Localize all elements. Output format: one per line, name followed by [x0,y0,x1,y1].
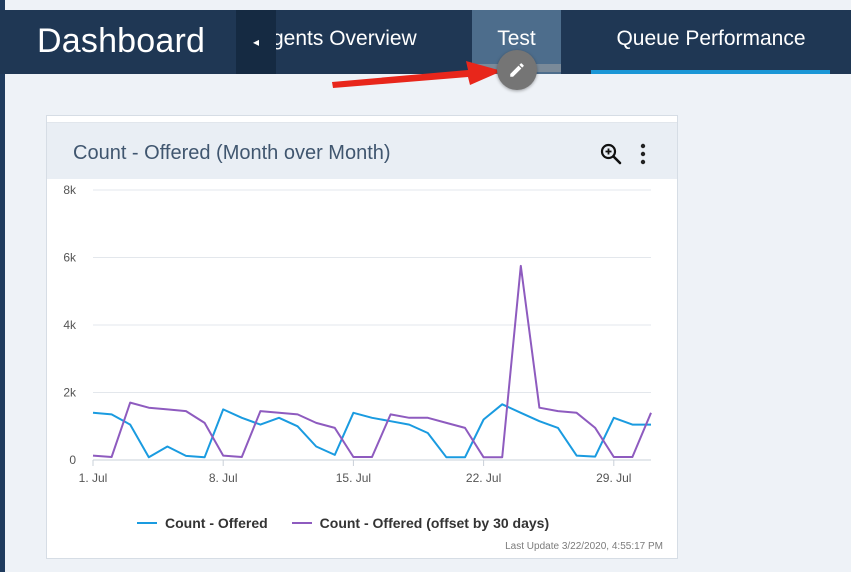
x-tick-label: 1. Jul [79,471,108,485]
caret-left-icon: ◂ [252,35,260,49]
tab-label: Test [497,27,536,50]
tab-queue-performance[interactable]: Queue Performance [592,10,830,74]
line-chart: 0 2k 4k 6k 8k 1. Jul 8. Jul 15. Jul 22. Jul 29. J… [63,183,652,485]
legend-swatch [291,522,312,524]
last-update-note: Last Update 3/22/2020, 4:55:17 PM [505,541,663,552]
widget-header: Count - Offered (Month over Month) [47,122,677,179]
tab-scroll-left-button[interactable]: ◂ [236,10,276,74]
more-vertical-icon[interactable] [637,143,649,165]
x-tick-label: 8. Jul [209,471,238,485]
tab-label: gents Overview [276,27,417,50]
y-tick-label: 6k [63,251,77,265]
legend-label: Count - Offered (offset by 30 days) [319,515,550,531]
left-edge-bar [0,0,5,572]
legend-label: Count - Offered [165,515,268,531]
widget-title: Count - Offered (Month over Month) [73,142,391,164]
x-tick-label: 29. Jul [596,471,631,485]
pencil-icon [510,63,524,77]
tab-label: Queue Performance [616,27,806,50]
page-title: Dashboard [37,22,206,60]
y-tick-label: 8k [63,183,77,197]
x-tick-label: 22. Jul [466,471,501,485]
y-tick-label: 0 [69,453,76,467]
y-tick-label: 4k [63,318,77,332]
y-tick-label: 2k [63,386,77,400]
legend-swatch [137,522,157,524]
dashboard-header: Dashboard ◂ gents Overview Test Queue Pe… [0,10,851,74]
legend-item-offered[interactable]: Count - Offered [137,514,268,532]
zoom-in-icon[interactable] [599,142,623,166]
series-line-0[interactable] [92,403,651,459]
legend-item-offered-offset[interactable]: Count - Offered (offset by 30 days) [291,514,550,532]
annotation-arrow [332,61,502,88]
chart-legend: Count - Offered Count - Offered (offset … [137,514,549,532]
x-tick-label: 15. Jul [336,471,371,485]
series-line-1[interactable] [92,264,652,459]
edit-tab-button[interactable] [497,50,537,90]
chart-widget: Count - Offered (Month over Month) 0 2k 4k… [46,115,678,559]
tab-agents-overview[interactable]: gents Overview [276,10,446,74]
active-tab-indicator [591,70,830,74]
